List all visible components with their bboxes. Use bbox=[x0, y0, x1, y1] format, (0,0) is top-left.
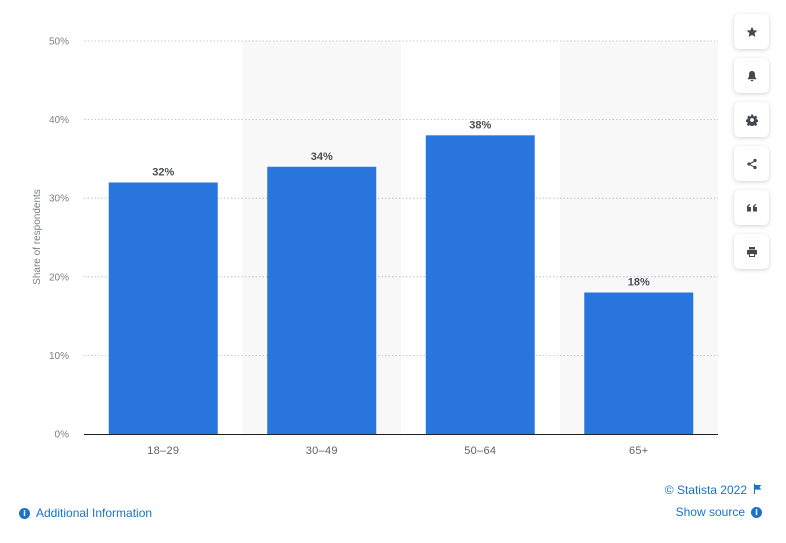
print-button[interactable] bbox=[734, 234, 769, 269]
y-tick-label: 40% bbox=[49, 115, 69, 126]
share-icon bbox=[746, 158, 757, 169]
bars bbox=[108, 135, 694, 434]
y-tick-label: 10% bbox=[49, 351, 69, 362]
bar[interactable] bbox=[584, 292, 694, 434]
chart-footer: © Statista 2022 Show source i bbox=[665, 483, 762, 519]
show-source-link[interactable]: Show source i bbox=[665, 505, 762, 519]
info-icon: i bbox=[751, 506, 762, 518]
copyright-text[interactable]: © Statista 2022 bbox=[664, 483, 747, 497]
cite-button[interactable] bbox=[734, 190, 769, 225]
data-label: 32% bbox=[152, 166, 174, 178]
notification-button[interactable] bbox=[734, 58, 769, 93]
x-axis-labels: 18–29 30–49 50–64 65+ bbox=[147, 445, 648, 457]
bar[interactable] bbox=[108, 182, 218, 434]
y-tick-label: 0% bbox=[55, 430, 70, 441]
data-labels: 32% 34% 38% 18% bbox=[152, 119, 650, 288]
x-tick-label: 65+ bbox=[629, 445, 649, 457]
show-source-text[interactable]: Show source bbox=[675, 505, 745, 519]
flag-icon[interactable] bbox=[753, 483, 762, 497]
bar[interactable] bbox=[267, 166, 377, 434]
y-tick-label: 50% bbox=[49, 37, 69, 48]
bar[interactable] bbox=[425, 135, 535, 434]
bell-icon bbox=[747, 70, 756, 81]
info-icon: i bbox=[19, 507, 30, 519]
favorite-button[interactable] bbox=[734, 14, 769, 49]
gear-icon bbox=[745, 114, 758, 126]
copyright-notice[interactable]: © Statista 2022 bbox=[665, 483, 762, 497]
y-tick-label: 30% bbox=[49, 194, 69, 205]
x-tick-label: 30–49 bbox=[306, 445, 338, 457]
y-tick-label: 20% bbox=[49, 272, 69, 283]
x-tick-label: 50–64 bbox=[464, 445, 496, 457]
x-tick-label: 18–29 bbox=[147, 445, 179, 457]
y-axis-title: Share of respondents bbox=[32, 189, 43, 285]
additional-information-link[interactable]: i Additional Information bbox=[19, 506, 152, 520]
share-button[interactable] bbox=[734, 146, 769, 181]
data-label: 18% bbox=[628, 277, 650, 289]
data-label: 34% bbox=[311, 151, 333, 163]
additional-information-text[interactable]: Additional Information bbox=[36, 506, 153, 520]
chart-toolbar bbox=[734, 14, 770, 278]
star-icon bbox=[746, 26, 757, 37]
quote-icon bbox=[746, 203, 757, 211]
y-axis-ticks: 0% 10% 20% 30% 40% 50% bbox=[49, 37, 69, 441]
printer-icon bbox=[746, 246, 757, 257]
data-label: 38% bbox=[469, 119, 491, 131]
settings-button[interactable] bbox=[734, 102, 769, 137]
